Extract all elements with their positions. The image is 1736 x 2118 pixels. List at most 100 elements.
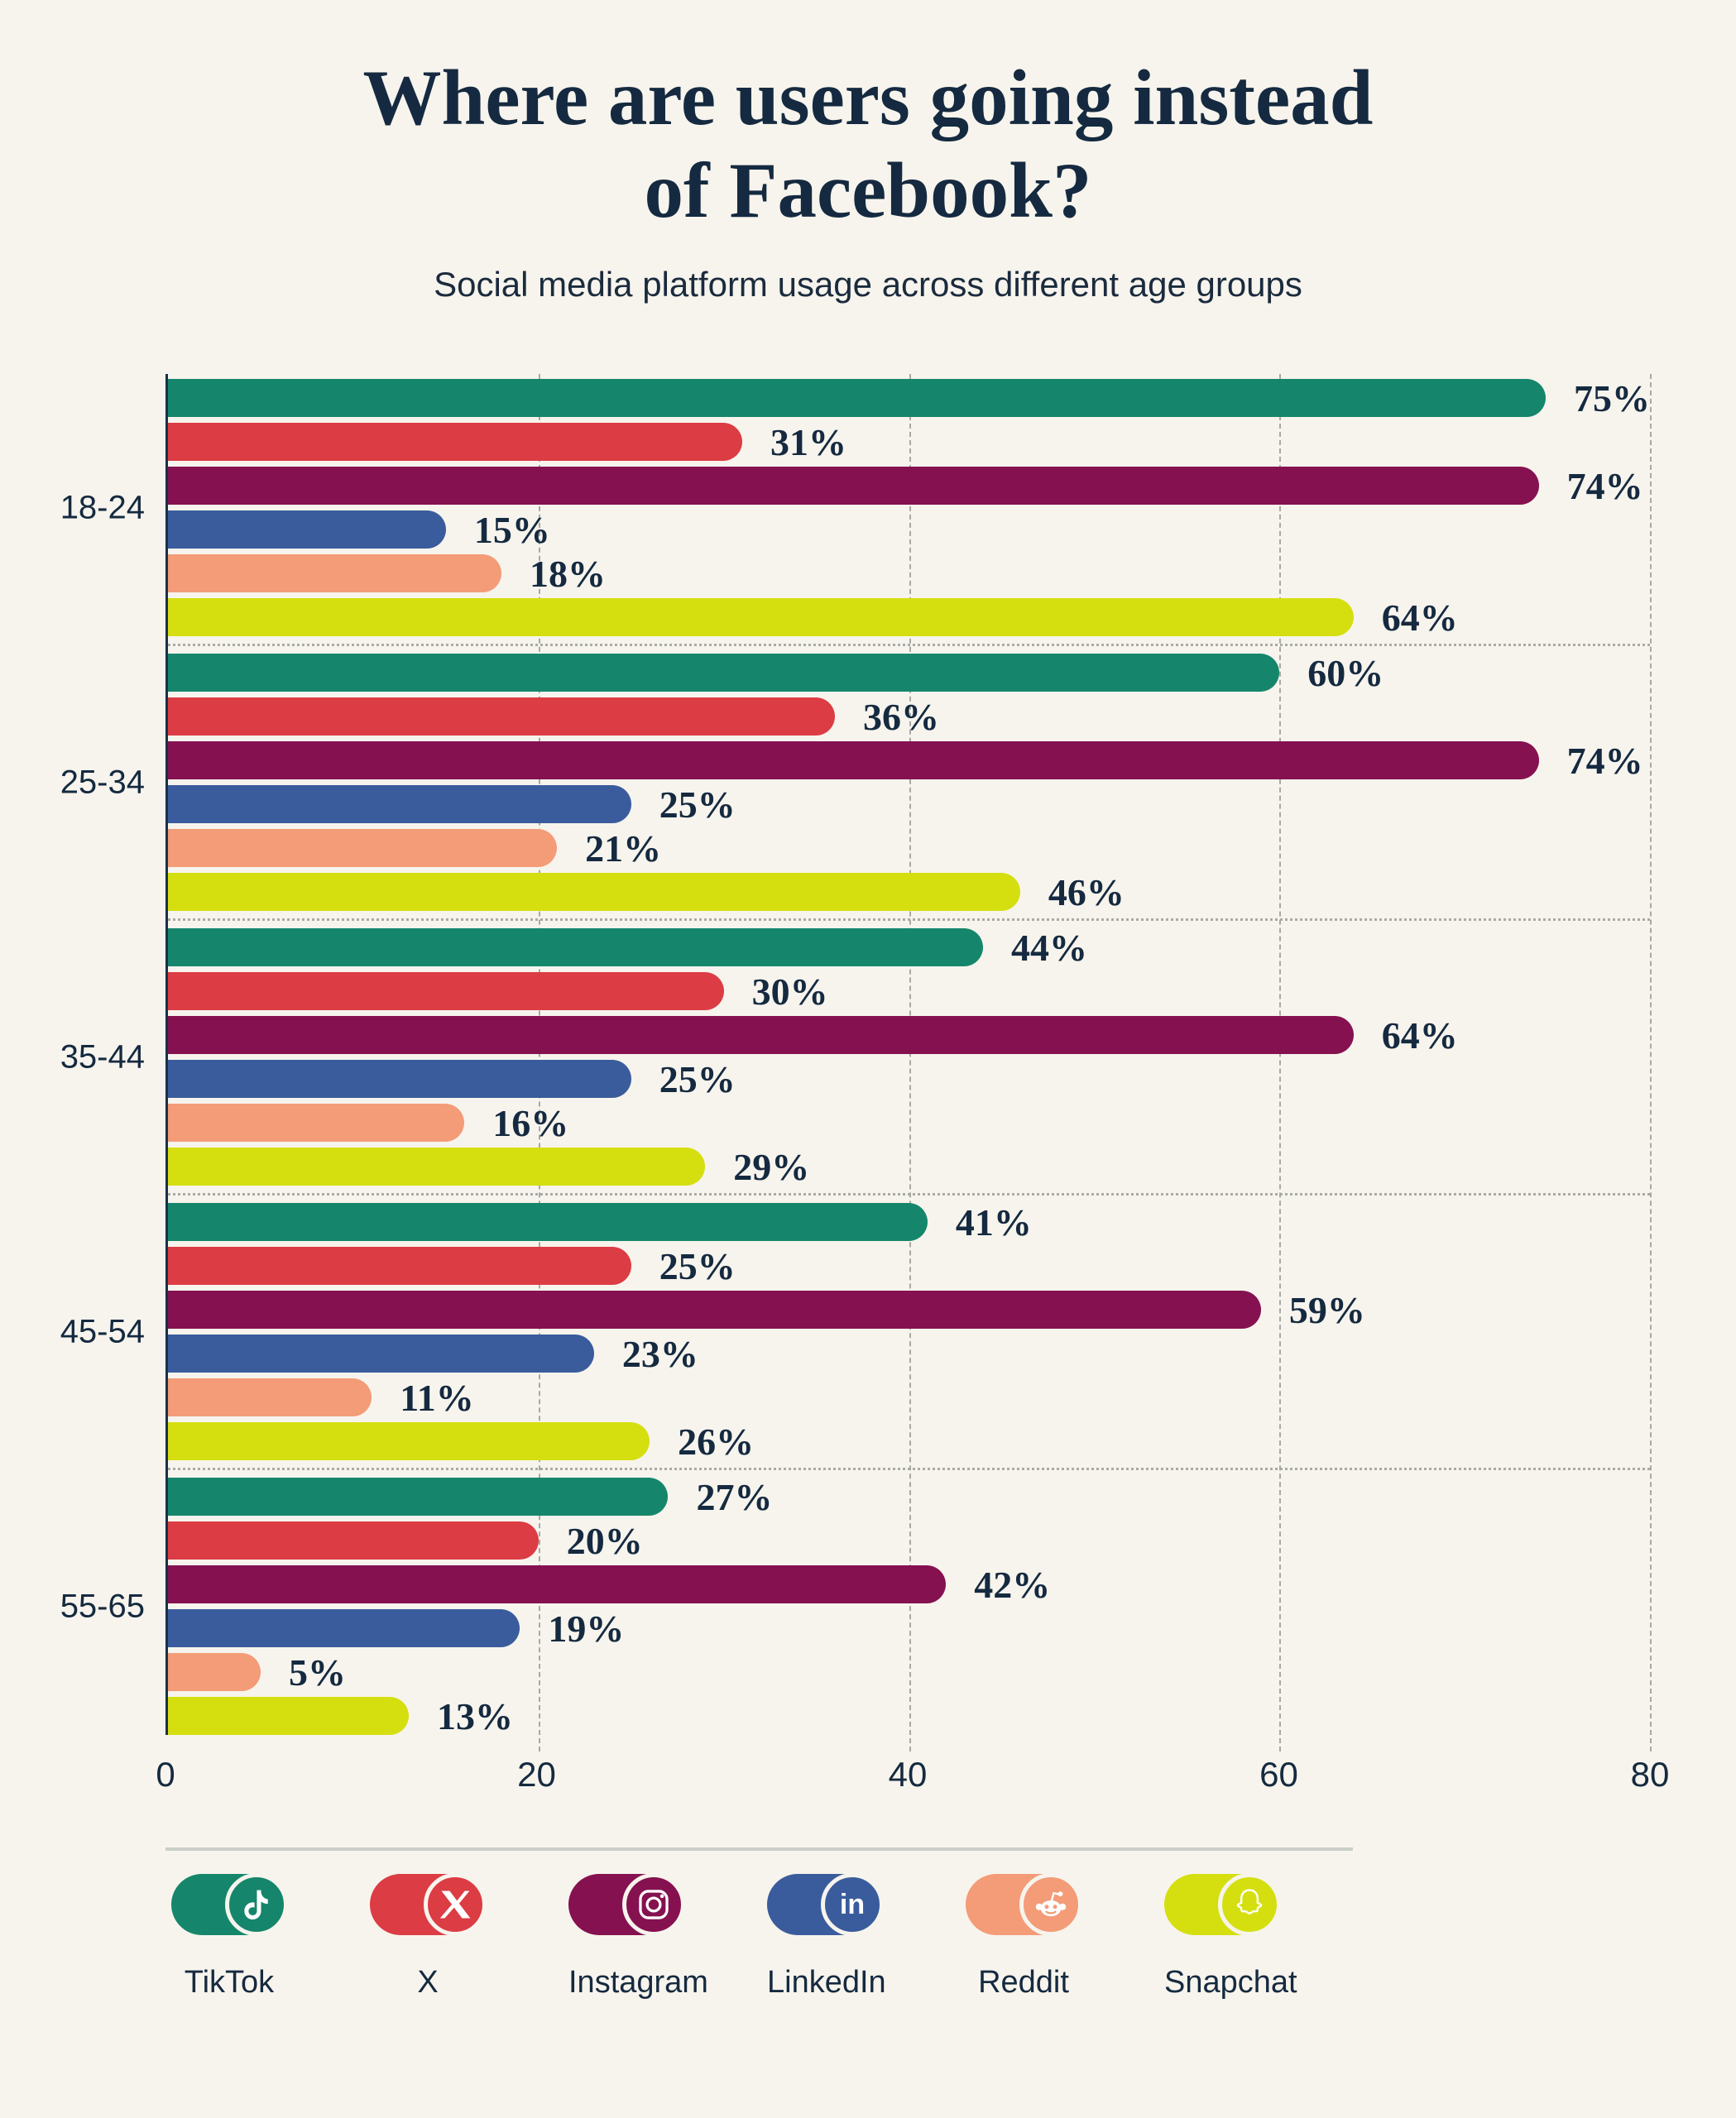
bar-value-label: 60% xyxy=(1307,651,1384,694)
grouped-bar-chart: 18-24 75% 31% 74% 15% 18% 64% 25-34 60% 36% 74% 25%… xyxy=(60,374,1669,1796)
bar-row-instagram-18-24: 74% xyxy=(168,464,1650,507)
legend-label-linkedin: LinkedIn xyxy=(767,1965,886,2001)
bar-tiktok-25-34 xyxy=(168,654,1280,692)
legend-label-snapchat: Snapchat xyxy=(1164,1965,1297,2001)
age-group-label: 25-34 xyxy=(60,764,145,801)
bar-row-tiktok-18-24: 75% xyxy=(168,377,1650,419)
legend-item-tiktok: TikTok xyxy=(171,1873,288,2001)
bar-row-reddit-35-44: 16% xyxy=(168,1101,1650,1144)
bar-value-label: 5% xyxy=(288,1651,346,1694)
bar-value-label: 23% xyxy=(621,1332,698,1375)
bar-row-linkedin-45-54: 23% xyxy=(168,1332,1650,1375)
bar-value-label: 30% xyxy=(751,970,828,1013)
bar-row-snapchat-18-24: 64% xyxy=(168,597,1650,639)
bar-value-label: 46% xyxy=(1048,870,1125,913)
bar-row-tiktok-25-34: 60% xyxy=(168,651,1650,694)
bar-value-label: 41% xyxy=(955,1200,1032,1243)
bar-row-snapchat-25-34: 46% xyxy=(168,870,1650,913)
legend-label-reddit: Reddit xyxy=(978,1965,1069,2001)
bar-row-snapchat-35-44: 29% xyxy=(168,1145,1650,1188)
age-group-label: 35-44 xyxy=(60,1038,145,1076)
bar-linkedin-18-24 xyxy=(168,510,446,549)
bar-x-55-65 xyxy=(168,1521,539,1560)
bar-snapchat-35-44 xyxy=(168,1148,706,1186)
bar-x-35-44 xyxy=(168,972,724,1011)
bar-linkedin-35-44 xyxy=(168,1060,631,1099)
bar-row-tiktok-35-44: 44% xyxy=(168,927,1650,969)
bar-x-25-34 xyxy=(168,697,835,736)
bar-value-label: 74% xyxy=(1566,739,1643,782)
reddit-icon xyxy=(1019,1873,1082,1937)
age-group-35-44: 35-44 44% 30% 64% 25% 16% 29% xyxy=(60,927,1650,1188)
legend-swatch-tiktok xyxy=(171,1873,288,1937)
bar-value-label: 18% xyxy=(529,552,606,595)
tiktok-icon xyxy=(225,1873,288,1937)
bar-value-label: 11% xyxy=(400,1376,474,1419)
bar-value-label: 42% xyxy=(974,1563,1051,1606)
legend-item-x: X xyxy=(370,1873,487,2001)
page-title-line1: Where are users going instead xyxy=(362,54,1374,141)
legend-label-instagram: Instagram xyxy=(568,1965,708,2001)
legend-swatch-instagram xyxy=(568,1873,685,1937)
instagram-icon xyxy=(622,1873,685,1937)
bar-snapchat-45-54 xyxy=(168,1422,650,1461)
bar-snapchat-25-34 xyxy=(168,873,1020,912)
gridline-60 xyxy=(1279,374,1282,1752)
gridline-80 xyxy=(1650,374,1652,1752)
bar-row-tiktok-55-65: 27% xyxy=(168,1476,1650,1518)
bar-value-label: 25% xyxy=(659,1244,736,1287)
bar-value-label: 29% xyxy=(733,1145,810,1188)
bar-value-label: 59% xyxy=(1288,1288,1365,1331)
bar-row-linkedin-35-44: 25% xyxy=(168,1057,1650,1100)
legend-label-x: X xyxy=(417,1965,439,2001)
bar-row-instagram-55-65: 42% xyxy=(168,1564,1650,1606)
snapchat-icon xyxy=(1218,1873,1281,1937)
legend-swatch-snapchat xyxy=(1164,1873,1281,1937)
bar-row-instagram-35-44: 64% xyxy=(168,1013,1650,1057)
bar-value-label: 15% xyxy=(473,508,550,551)
bar-value-label: 16% xyxy=(492,1101,569,1144)
bar-instagram-18-24 xyxy=(168,467,1539,506)
linkedin-icon: in xyxy=(821,1873,884,1937)
x-tick-label-0: 0 xyxy=(156,1755,175,1795)
plot-area: 18-24 75% 31% 74% 15% 18% 64% 25-34 60% 36% 74% 25%… xyxy=(60,374,1652,1752)
bar-row-tiktok-45-54: 41% xyxy=(168,1200,1650,1243)
bar-row-x-55-65: 20% xyxy=(168,1520,1650,1562)
bar-tiktok-18-24 xyxy=(168,379,1546,418)
legend-divider xyxy=(165,1847,1353,1852)
age-group-label: 18-24 xyxy=(60,489,145,526)
page-title: Where are users going instead of Faceboo… xyxy=(0,0,1736,237)
bar-row-x-25-34: 36% xyxy=(168,696,1650,738)
bar-value-label: 26% xyxy=(678,1420,755,1463)
bar-value-label: 64% xyxy=(1381,1013,1458,1057)
age-group-55-65: 55-65 27% 20% 42% 19% 5% 13% xyxy=(60,1476,1650,1737)
x-tick-label-80: 80 xyxy=(1630,1755,1670,1795)
legend-swatch-linkedin: in xyxy=(767,1873,884,1937)
bar-value-label: 13% xyxy=(437,1694,514,1737)
bar-instagram-25-34 xyxy=(168,741,1539,780)
bar-row-reddit-55-65: 5% xyxy=(168,1651,1650,1694)
bar-row-reddit-25-34: 21% xyxy=(168,827,1650,870)
bar-reddit-45-54 xyxy=(168,1378,372,1417)
bar-snapchat-18-24 xyxy=(168,598,1354,637)
x-axis-tick-labels: 0 20 40 60 80 xyxy=(156,1755,1669,1796)
bar-value-label: 64% xyxy=(1381,596,1458,639)
bar-reddit-35-44 xyxy=(168,1104,465,1143)
legend-item-instagram: Instagram xyxy=(568,1873,708,2001)
bar-instagram-55-65 xyxy=(168,1565,947,1604)
legend: TikTok X Instagram in LinkedIn Reddit Snapchat xyxy=(171,1873,1736,2001)
bar-instagram-45-54 xyxy=(168,1291,1261,1330)
legend-label-tiktok: TikTok xyxy=(184,1965,275,2001)
bar-row-x-35-44: 30% xyxy=(168,970,1650,1013)
page-title-line2: of Facebook? xyxy=(644,146,1092,235)
bar-reddit-18-24 xyxy=(168,554,501,593)
bar-row-reddit-18-24: 18% xyxy=(168,553,1650,595)
bar-row-reddit-45-54: 11% xyxy=(168,1377,1650,1419)
bar-reddit-55-65 xyxy=(168,1653,261,1692)
bar-row-linkedin-25-34: 25% xyxy=(168,783,1650,826)
bar-value-label: 74% xyxy=(1566,464,1643,507)
bar-linkedin-25-34 xyxy=(168,785,631,824)
legend-swatch-reddit xyxy=(966,1873,1082,1937)
bar-value-label: 25% xyxy=(659,1057,736,1100)
